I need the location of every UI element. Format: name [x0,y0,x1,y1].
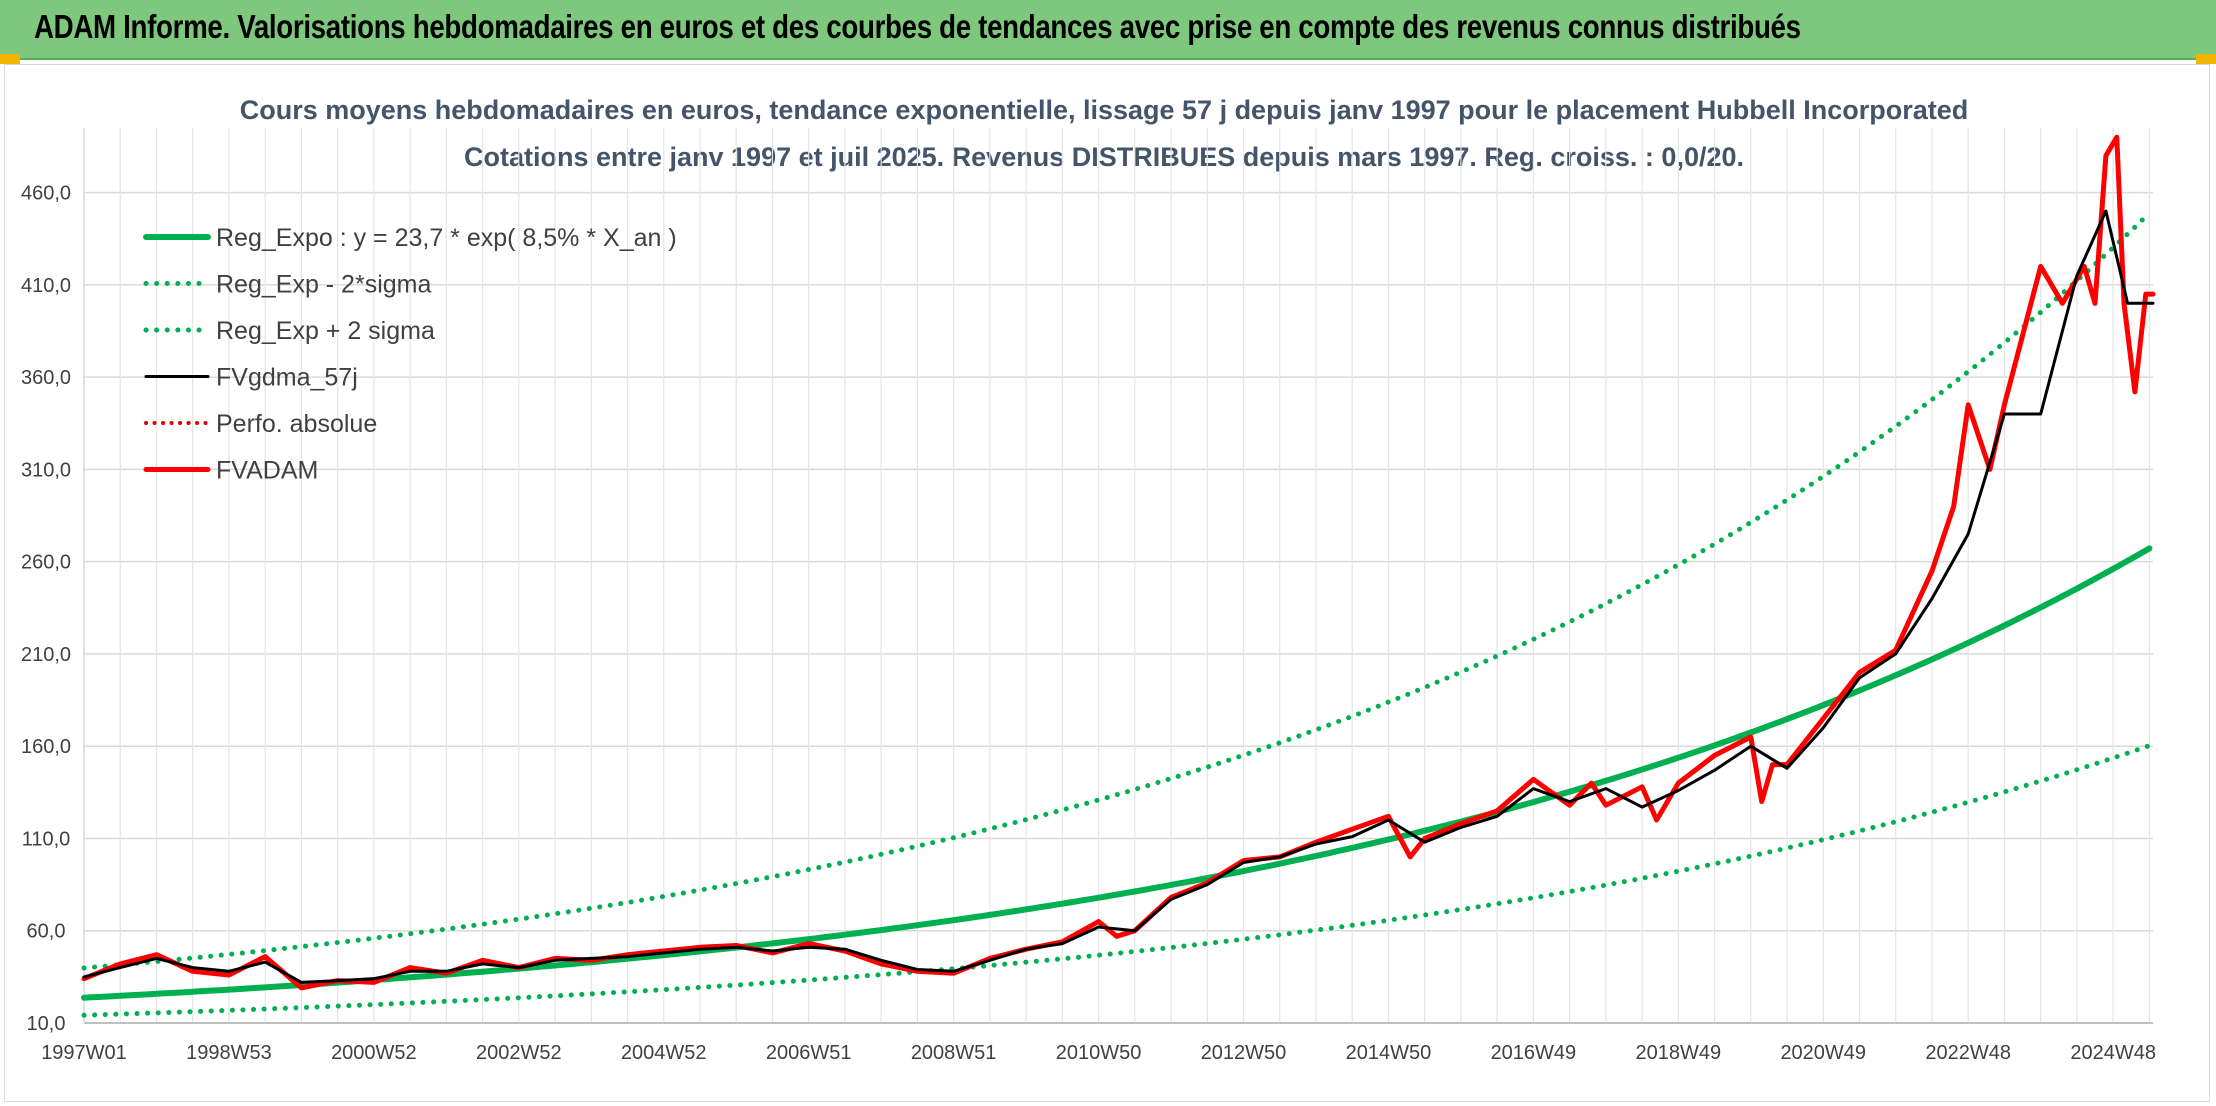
legend-entry-label: FVADAM [216,457,318,485]
report-banner: ADAM Informe. Valorisations hebdomadaire… [0,0,2216,60]
x-tick-label: 2004W52 [621,1042,707,1064]
x-tick-label: 2006W51 [766,1042,852,1064]
x-tick-label: 2016W49 [1491,1042,1577,1064]
legend-entry-label: Perfo. absolue [216,410,377,438]
x-tick-label: 2008W51 [911,1042,997,1064]
x-tick-label: 2012W50 [1201,1042,1287,1064]
x-tick-label: 2010W50 [1056,1042,1142,1064]
legend-entry-label: Reg_Expo : y = 23,7 * exp( 8,5% * X_an ) [216,224,677,252]
series-line-5 [81,134,2156,991]
y-tick-label: 110,0 [22,828,71,850]
x-tick-label: 1998W53 [186,1042,272,1064]
y-tick-label: 260,0 [21,552,71,574]
banner-corner-left [0,54,20,64]
y-tick-label: 360,0 [21,367,71,389]
chart-series [81,134,2156,1018]
chart-gridlines [83,128,2153,1024]
x-tick-label: 2020W49 [1780,1042,1866,1064]
x-tick-label: 2002W52 [476,1042,562,1064]
chart-frame [4,64,2210,1102]
y-tick-label: 60,0 [27,921,66,943]
report-title: ADAM Informe. Valorisations hebdomadaire… [34,8,1801,45]
chart-legend: Reg_Expo : y = 23,7 * exp( 8,5% * X_an )… [143,224,677,485]
x-tick-label: 2000W52 [331,1042,417,1064]
y-tick-label: 160,0 [21,736,71,758]
legend-entry-label: Reg_Exp - 2*sigma [216,271,431,299]
y-tick-label: 460,0 [21,183,71,205]
chart-title: Cours moyens hebdomadaires en euros, ten… [240,95,1969,125]
legend-entry-label: FVgdma_57j [216,364,358,392]
x-tick-label: 2022W48 [1925,1042,2011,1064]
y-tick-label: 210,0 [21,644,71,666]
legend-entry-label: Reg_Exp + 2 sigma [216,317,435,345]
x-tick-label: 1997W01 [41,1042,127,1064]
chart-axes: 10,0 60,0 110,0 160,0 210,0 260,0 310,0 360,0 41… [21,128,2156,1064]
banner-corner-right [2196,54,2216,64]
series-line-2 [81,210,2152,971]
chart-subtitle: Cotations entre janv 1997 et juil 2025. … [464,142,1744,172]
y-tick-label: 10,0 [27,1013,66,1035]
y-tick-label: 410,0 [21,275,71,297]
series-line-3 [82,209,2155,984]
x-tick-label: 2018W49 [1636,1042,1722,1064]
x-tick-label: 2014W50 [1346,1042,1432,1064]
x-tick-label: 2024W48 [2070,1042,2156,1064]
series-line-0 [81,545,2153,1001]
y-tick-label: 310,0 [21,459,71,481]
